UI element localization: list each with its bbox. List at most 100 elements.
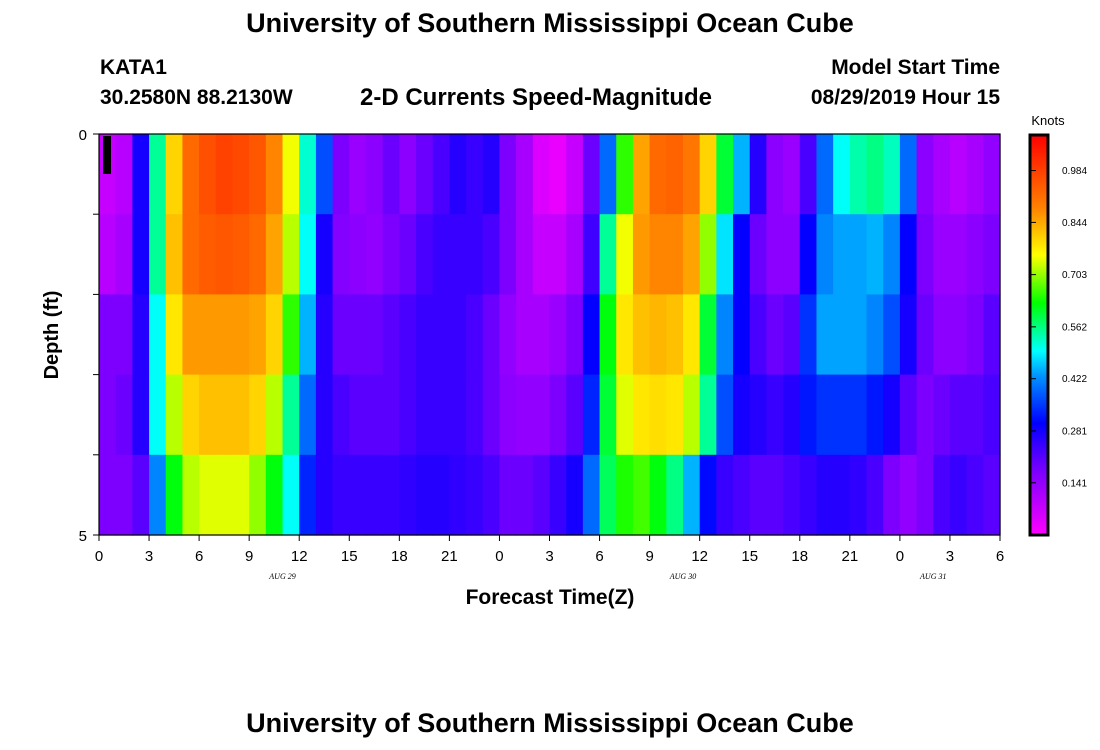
heatmap-cell xyxy=(299,374,317,456)
heatmap-cell xyxy=(783,214,801,295)
heatmap-cell xyxy=(132,374,150,456)
heatmap-cell xyxy=(182,374,200,456)
heatmap-cell xyxy=(749,294,768,376)
heatmap-cell xyxy=(566,374,584,456)
heatmap-cell xyxy=(182,214,200,295)
heatmap-cell xyxy=(799,134,818,215)
colorbar: Knots 0.984 0.844 0.703 0.562 0.422 0.281 0.14… xyxy=(1028,113,1087,537)
heatmap-cell xyxy=(382,134,400,215)
x-tick-label: 6 xyxy=(595,548,603,565)
heatmap-cell xyxy=(449,294,467,376)
heatmap-cell xyxy=(833,294,851,376)
station-coordinates: 30.2580N 88.2130W xyxy=(100,86,293,109)
heatmap-cell xyxy=(833,214,851,295)
heatmap-cell xyxy=(432,374,450,456)
heatmap-cell xyxy=(799,374,818,456)
heatmap-cell xyxy=(449,214,467,295)
heatmap-cell xyxy=(182,454,200,536)
colorbar-gradient xyxy=(1028,133,1050,537)
heatmap-cell xyxy=(315,294,334,376)
heatmap-cell xyxy=(783,294,801,376)
colorbar-tick-label: 0.141 xyxy=(1062,478,1087,489)
heatmap-cell xyxy=(249,454,267,536)
heatmap-cell xyxy=(349,294,367,376)
heatmap-cell xyxy=(899,134,918,215)
heatmap-cell xyxy=(783,374,801,456)
heatmap-cell xyxy=(466,214,484,295)
heatmap-cell xyxy=(616,374,634,456)
heatmap-cell xyxy=(99,214,117,295)
heatmap-cell xyxy=(516,294,534,376)
heatmap-cell xyxy=(299,454,317,536)
heatmap-cell xyxy=(282,374,300,456)
heatmap-cell xyxy=(799,294,818,376)
heatmap-cell xyxy=(249,374,267,456)
date-label: AUG 29 xyxy=(268,572,295,581)
heatmap-cell xyxy=(466,134,484,215)
heatmap-cell xyxy=(482,374,501,456)
heatmap-cell xyxy=(549,374,567,456)
heatmap-cell xyxy=(916,374,934,456)
heatmap-cell xyxy=(566,294,584,376)
heatmap-cell xyxy=(165,214,184,295)
date-label: AUG 31 xyxy=(919,572,946,581)
heatmap-cell xyxy=(983,134,1001,215)
heatmap-cell xyxy=(249,134,267,215)
colorbar-tick-label: 0.422 xyxy=(1062,374,1087,385)
heatmap-cell xyxy=(666,374,684,456)
heatmap-cell xyxy=(949,134,968,215)
heatmap-cell xyxy=(566,214,584,295)
heatmap-cell xyxy=(582,374,601,456)
heatmap-cell xyxy=(365,454,384,536)
heatmap-cell xyxy=(165,134,184,215)
heatmap-cell xyxy=(749,214,768,295)
heatmap-cell xyxy=(365,134,384,215)
heatmap-cell xyxy=(282,294,300,376)
heatmap-cell xyxy=(816,374,834,456)
heatmap-cell xyxy=(399,454,417,536)
heatmap-cell xyxy=(966,374,984,456)
colorbar-tick-label: 0.984 xyxy=(1062,166,1087,177)
heatmap-cell xyxy=(499,374,517,456)
heatmap-cell xyxy=(582,134,601,215)
heatmap-cell xyxy=(265,214,284,295)
heatmap-cell xyxy=(883,134,901,215)
heatmap-cell xyxy=(849,214,868,295)
heatmap-cell xyxy=(599,374,617,456)
y-tick-label: 5 xyxy=(79,528,87,545)
heatmap-cell xyxy=(699,294,717,376)
heatmap-cell xyxy=(482,214,501,295)
heatmap-cell xyxy=(899,374,918,456)
heatmap-cell xyxy=(232,134,250,215)
heatmap-cell xyxy=(165,294,184,376)
heatmap-cell xyxy=(332,454,350,536)
heatmap-cell xyxy=(766,214,784,295)
heatmap-cell xyxy=(416,454,434,536)
footer-title: University of Southern Mississippi Ocean… xyxy=(246,708,854,738)
x-tick-label: 18 xyxy=(791,548,808,565)
heatmap-cell xyxy=(699,374,717,456)
x-tick-label: 12 xyxy=(691,548,708,565)
heatmap-cell xyxy=(432,294,450,376)
heatmap-cell xyxy=(332,374,350,456)
heatmap-cell xyxy=(349,134,367,215)
heatmap-cell xyxy=(115,454,133,536)
heatmap-cell xyxy=(499,294,517,376)
heatmap-cell xyxy=(599,134,617,215)
heatmap-cell xyxy=(416,214,434,295)
heatmap-cell xyxy=(716,294,734,376)
heatmap-cell xyxy=(199,294,217,376)
colorbar-tick-label: 0.844 xyxy=(1062,218,1087,229)
heatmap-cell xyxy=(115,214,133,295)
heatmap-cell xyxy=(933,294,951,376)
heatmap-cell xyxy=(432,454,450,536)
heatmap-cell xyxy=(499,134,517,215)
date-labels: AUG 29 AUG 30 AUG 31 xyxy=(268,572,946,581)
colorbar-label: Knots xyxy=(1031,113,1065,128)
heatmap-cell xyxy=(349,454,367,536)
x-tick-label: 21 xyxy=(841,548,858,565)
heatmap-cell xyxy=(849,294,868,376)
heatmap-cell xyxy=(666,454,684,536)
heatmap-cell xyxy=(416,134,434,215)
heatmap-cell xyxy=(849,134,868,215)
